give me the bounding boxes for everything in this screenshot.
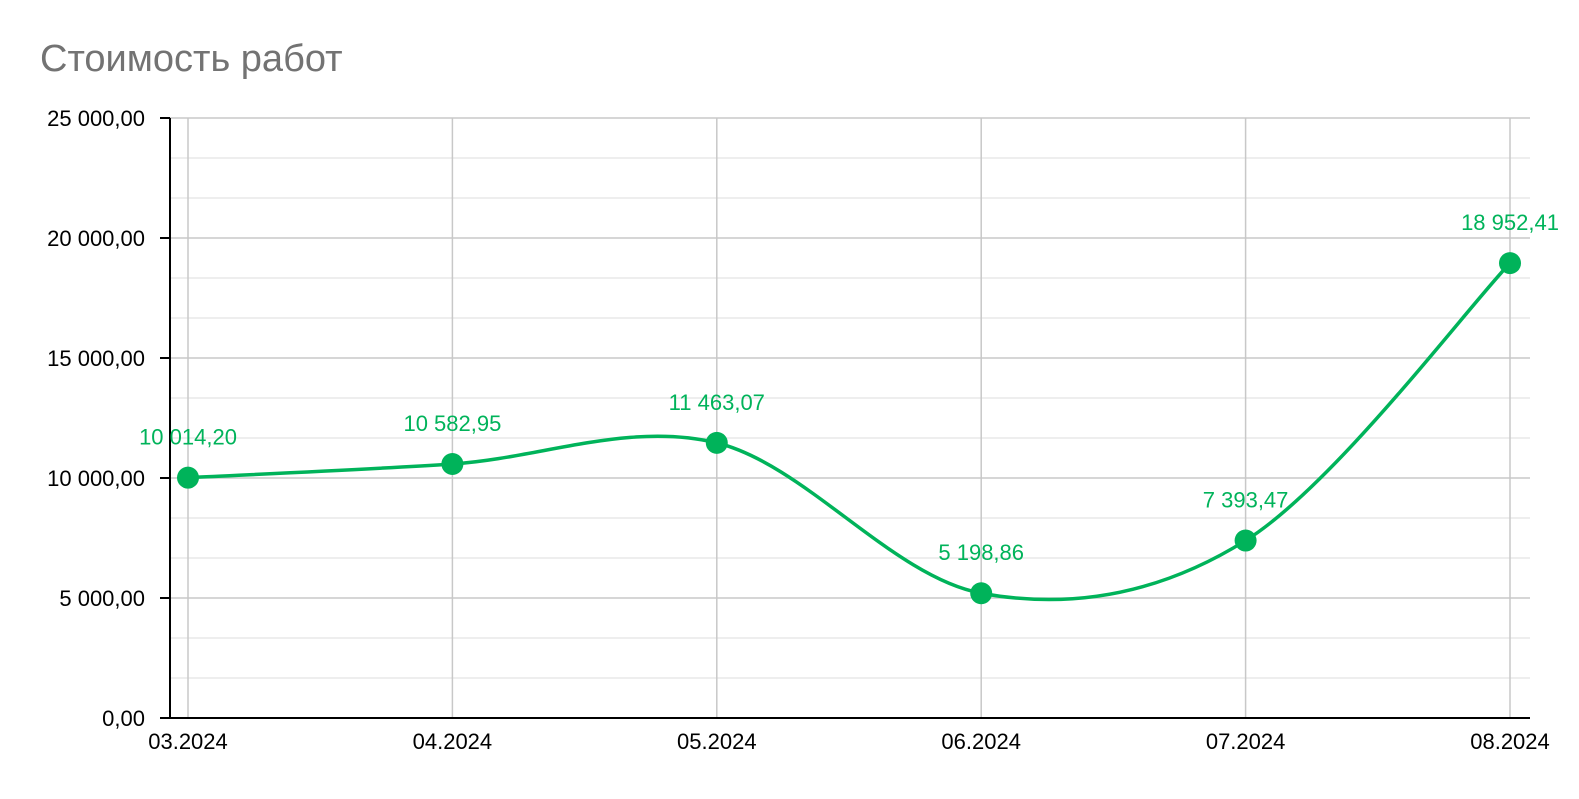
axes <box>160 117 1530 719</box>
data-label: 10 582,95 <box>403 411 501 436</box>
y-tick-label: 5 000,00 <box>59 586 145 611</box>
series-line <box>186 261 1512 602</box>
data-point <box>1234 529 1257 552</box>
y-tick-label: 25 000,00 <box>47 106 145 131</box>
y-tick-labels: 0,00 5 000,00 10 000,00 15 000,00 20 000,00 2… <box>47 106 145 731</box>
y-tick-label: 0,00 <box>102 706 145 731</box>
y-tick-label: 15 000,00 <box>47 346 145 371</box>
data-point <box>441 453 464 476</box>
data-point <box>705 431 728 454</box>
data-point <box>177 466 199 489</box>
data-points <box>177 252 1521 605</box>
x-tick-label: 07.2024 <box>1206 729 1286 754</box>
x-tick-label: 06.2024 <box>941 729 1021 754</box>
grid <box>170 117 1530 718</box>
data-label: 7 393,47 <box>1203 488 1289 513</box>
x-tick-label: 05.2024 <box>677 729 757 754</box>
y-tick-label: 10 000,00 <box>47 466 145 491</box>
data-label: 5 198,86 <box>938 540 1024 565</box>
y-tick-label: 20 000,00 <box>47 226 145 251</box>
x-tick-label: 03.2024 <box>148 729 228 754</box>
x-tick-label: 08.2024 <box>1470 729 1550 754</box>
data-point <box>970 582 993 605</box>
data-labels: 10 014,20 10 582,95 11 463,07 5 198,86 7 393… <box>139 210 1559 565</box>
data-label: 10 014,20 <box>139 425 237 450</box>
data-label: 11 463,07 <box>669 390 765 415</box>
data-label: 18 952,41 <box>1461 210 1559 235</box>
chart-title: Стоимость работ <box>40 38 343 80</box>
data-point <box>1499 252 1521 275</box>
x-tick-labels: 03.2024 04.2024 05.2024 06.2024 07.2024 08.20… <box>148 729 1550 754</box>
x-tick-label: 04.2024 <box>413 729 493 754</box>
